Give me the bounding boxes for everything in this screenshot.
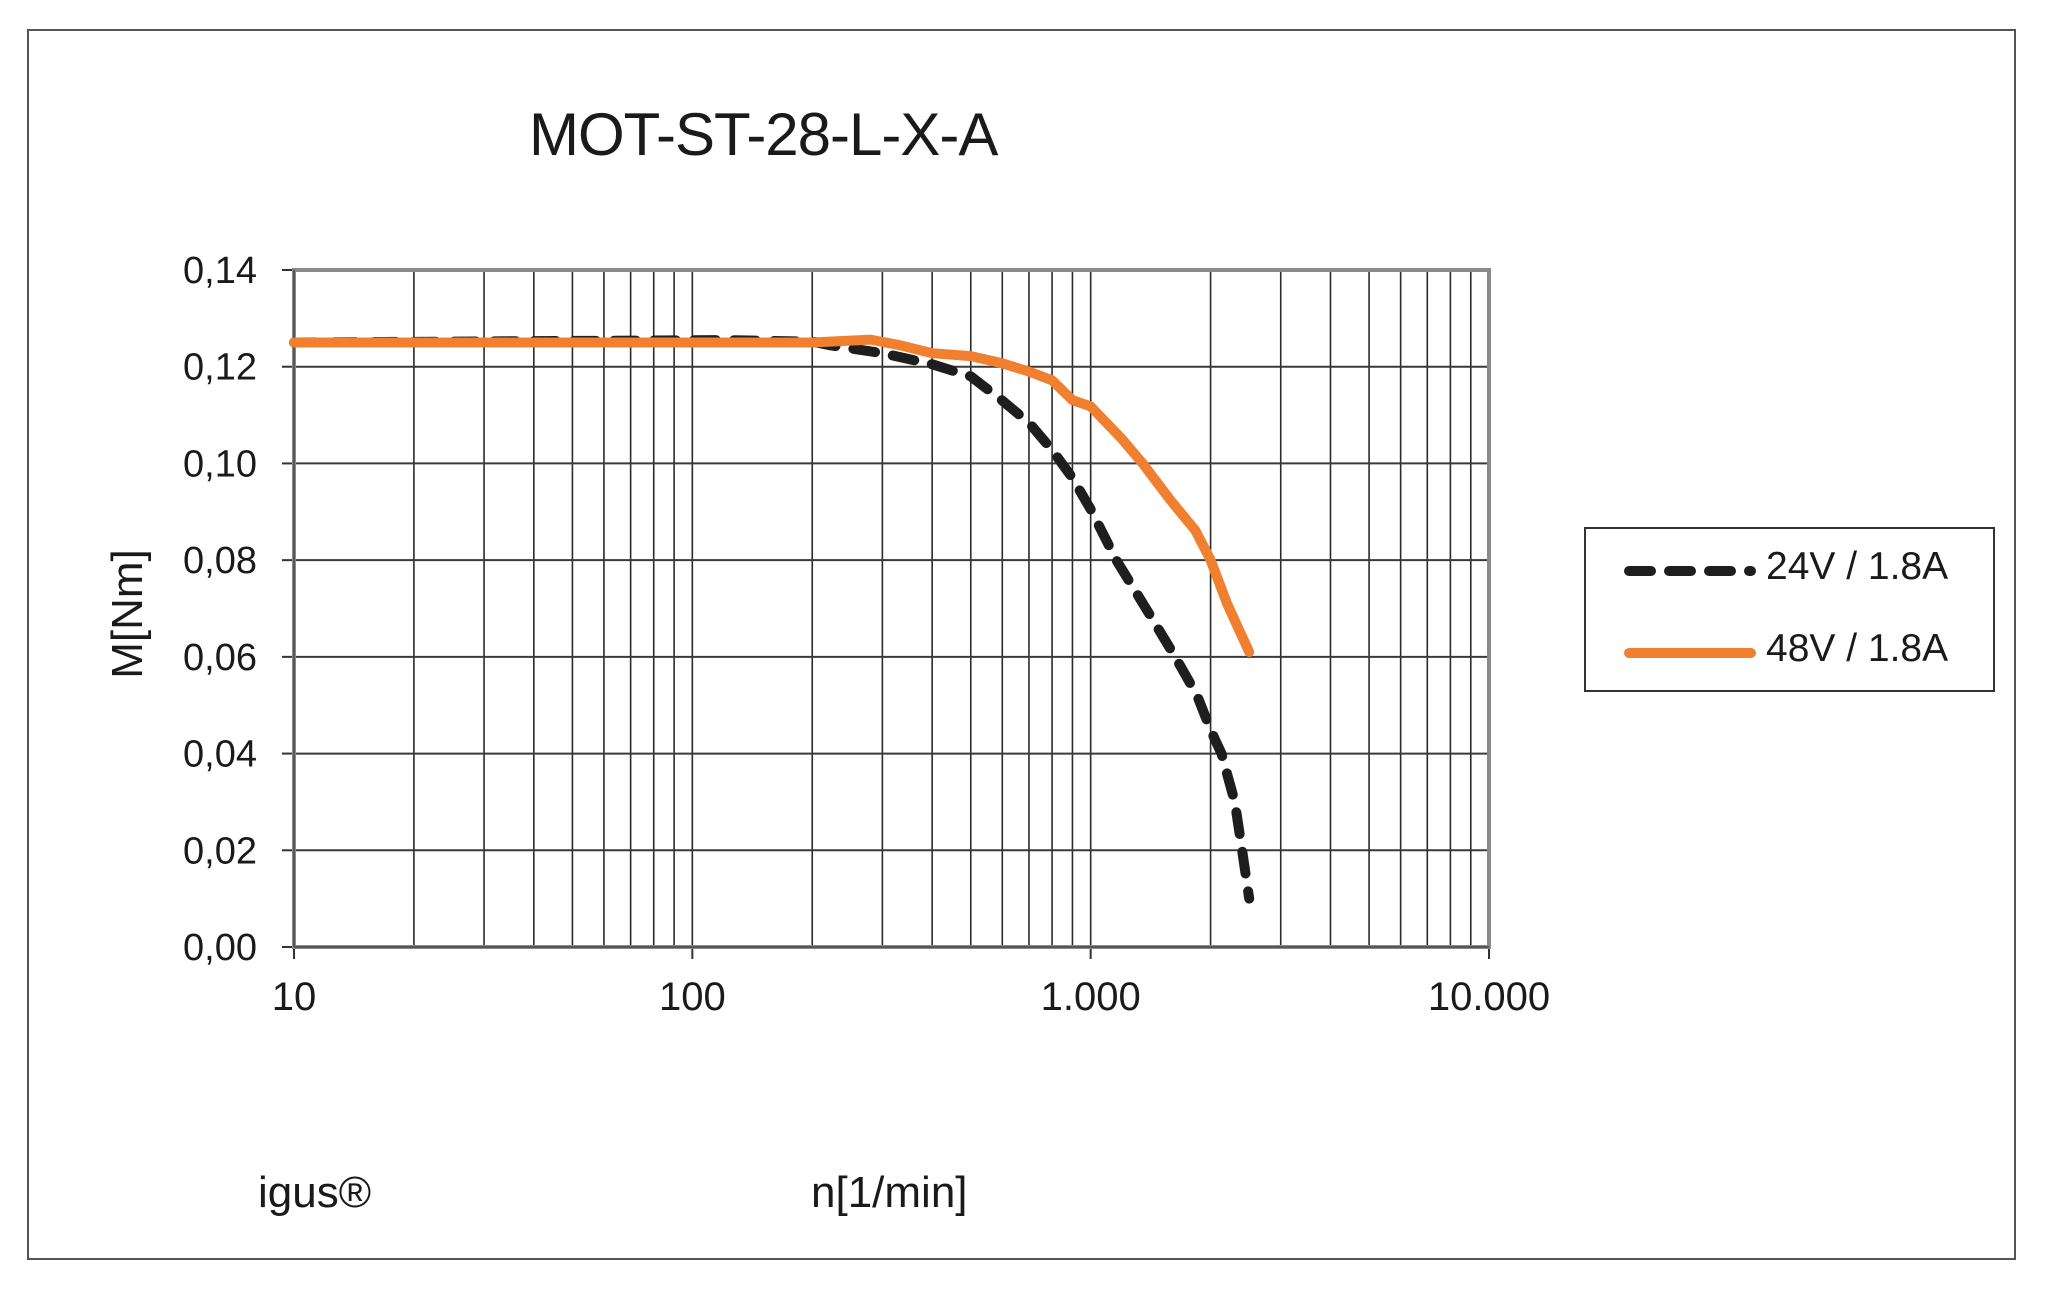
y-tick-label: 0,06	[183, 637, 257, 679]
y-axis-label: M[Nm]	[103, 549, 152, 679]
legend-item-48v: 48V / 1.8A	[1586, 623, 1993, 683]
dashed-line-swatch-icon	[1624, 566, 1756, 576]
axes	[282, 268, 1491, 959]
x-tick-label: 1.000	[1041, 975, 1141, 1019]
x-tick-label: 10	[272, 975, 317, 1019]
y-tick-label: 0,14	[183, 250, 257, 292]
series-24v-line	[289, 335, 1255, 904]
y-tick-label: 0,12	[183, 347, 257, 389]
x-axis-label: n[1/min]	[811, 1168, 968, 1217]
data-series	[289, 334, 1255, 904]
chart-title: MOT-ST-28-L-X-A	[529, 101, 998, 168]
y-tick-label: 0,04	[183, 734, 257, 776]
x-tick-label: 100	[659, 975, 726, 1019]
legend-item-24v: 24V / 1.8A	[1586, 541, 1993, 601]
legend: 24V / 1.8A 48V / 1.8A	[1584, 527, 1995, 692]
y-tick-label: 0,08	[183, 540, 257, 582]
plot-border	[292, 268, 1491, 949]
y-tick-label: 0,00	[183, 927, 257, 969]
solid-line-swatch-icon	[1624, 648, 1756, 658]
y-tick-label: 0,10	[183, 443, 257, 485]
brand-label: igus®	[258, 1168, 372, 1217]
x-tick-label: 10.000	[1428, 975, 1550, 1019]
tick-labels: 0,00 0,02 0,04 0,06 0,08 0,10 0,12 0,14 10 100 1.0…	[183, 250, 1550, 1019]
y-tick-label: 0,02	[183, 830, 257, 872]
legend-label: 24V / 1.8A	[1766, 545, 1949, 588]
gridlines	[294, 270, 1489, 947]
legend-label: 48V / 1.8A	[1766, 627, 1949, 670]
series-48v-line	[289, 334, 1255, 657]
